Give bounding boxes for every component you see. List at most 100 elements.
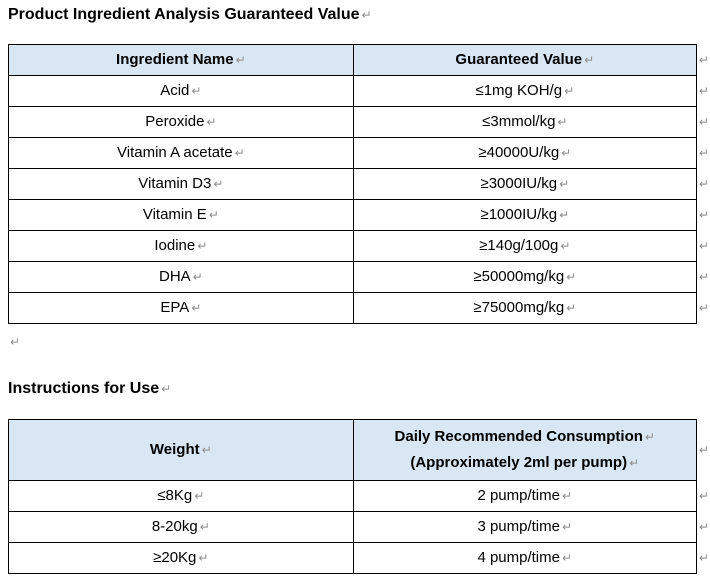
guaranteed-value-cell[interactable]: ≤1mg KOH/g ↵ [352, 75, 697, 107]
header-text: Guaranteed Value [455, 51, 583, 68]
end-of-cell-mark: ↵ [234, 146, 245, 160]
ingredient-name-cell[interactable]: Peroxide ↵ [8, 106, 354, 138]
end-of-row-mark: ↵ [698, 208, 709, 222]
guaranteed-value-cell[interactable]: ≥3000IU/kg ↵ [352, 168, 697, 200]
ingredient-name-cell[interactable]: Vitamin D3 ↵ [8, 168, 354, 200]
end-of-row-mark: ↵ [698, 443, 709, 457]
end-of-row-mark: ↵ [698, 84, 709, 98]
end-of-cell-mark: ↵ [208, 208, 219, 222]
cell-text: ≥20Kg [153, 549, 197, 566]
guaranteed-value-cell[interactable]: ≥140g/100g ↵ [352, 230, 697, 262]
cell-text: ≥75000mg/kg [473, 299, 565, 316]
table-row: Vitamin A acetate ↵ ≥40000U/kg ↵ ↵ [8, 137, 710, 169]
header-text: Ingredient Name [116, 51, 234, 68]
cell-text: ≥40000U/kg [478, 144, 560, 161]
cell-text: 8-20kg [151, 518, 198, 535]
end-of-cell-mark: ↵ [235, 53, 246, 67]
line-break-mark: ↵ [644, 430, 655, 444]
cell-text: EPA [160, 299, 190, 316]
cell-text: Vitamin D3 [138, 175, 212, 192]
empty-paragraph[interactable]: ↵ [8, 332, 710, 352]
table-row: ≥20Kg ↵ 4 pump/time ↵ ↵ [8, 542, 710, 574]
cell-text: ≤1mg KOH/g [475, 82, 563, 99]
ingredient-name-header-cell[interactable]: Ingredient Name ↵ [8, 44, 354, 76]
header-text-line2: (Approximately 2ml per pump) [410, 454, 628, 471]
weight-header-cell[interactable]: Weight ↵ [8, 419, 354, 481]
end-of-row-mark: ↵ [698, 146, 709, 160]
ingredient-name-cell[interactable]: DHA ↵ [8, 261, 354, 293]
guaranteed-value-cell[interactable]: ≥40000U/kg ↵ [352, 137, 697, 169]
page-title[interactable]: Product Ingredient Analysis Guaranteed V… [8, 5, 710, 25]
guaranteed-value-cell[interactable]: ≥75000mg/kg ↵ [352, 292, 697, 324]
end-of-cell-mark: ↵ [629, 456, 640, 470]
end-of-row-mark: ↵ [698, 520, 709, 534]
end-of-cell-mark: ↵ [197, 239, 208, 253]
cell-text: 3 pump/time [477, 518, 560, 535]
paragraph-mark: ↵ [361, 8, 372, 22]
end-of-row-mark: ↵ [698, 270, 709, 284]
cell-text: Acid [160, 82, 190, 99]
end-of-cell-mark: ↵ [199, 520, 210, 534]
cell-text: ≤3mmol/kg [482, 113, 556, 130]
cell-text: DHA [158, 268, 191, 285]
end-of-cell-mark: ↵ [213, 177, 224, 191]
table-row: 8-20kg ↵ 3 pump/time ↵ ↵ [8, 511, 710, 543]
header-text-line1: Daily Recommended Consumption [394, 428, 643, 445]
cell-text: Vitamin E [142, 206, 207, 223]
consumption-cell[interactable]: 3 pump/time ↵ [352, 511, 697, 543]
table-row: Vitamin D3 ↵ ≥3000IU/kg ↵ ↵ [8, 168, 710, 200]
weight-cell[interactable]: ≤8Kg ↵ [8, 480, 354, 512]
ingredient-table: Ingredient Name ↵ Guaranteed Value ↵ ↵ Aci… [8, 44, 710, 324]
cell-text: Vitamin A acetate [117, 144, 233, 161]
section-title-text: Instructions for Use [8, 380, 160, 397]
header-text: Weight [149, 441, 200, 458]
end-of-cell-mark: ↵ [194, 489, 205, 503]
end-of-row-mark: ↵ [698, 551, 709, 565]
guaranteed-value-cell[interactable]: ≤3mmol/kg ↵ [352, 106, 697, 138]
ingredient-name-cell[interactable]: EPA ↵ [8, 292, 354, 324]
ingredient-name-cell[interactable]: Vitamin A acetate ↵ [8, 137, 354, 169]
end-of-cell-mark: ↵ [560, 239, 571, 253]
cell-text: Iodine [154, 237, 196, 254]
end-of-cell-mark: ↵ [206, 115, 217, 129]
table-row: EPA ↵ ≥75000mg/kg ↵ ↵ [8, 292, 710, 324]
weight-cell[interactable]: 8-20kg ↵ [8, 511, 354, 543]
ingredient-name-cell[interactable]: Iodine ↵ [8, 230, 354, 262]
end-of-cell-mark: ↵ [201, 443, 212, 457]
guaranteed-value-cell[interactable]: ≥1000IU/kg ↵ [352, 199, 697, 231]
guaranteed-value-cell[interactable]: ≥50000mg/kg ↵ [352, 261, 697, 293]
end-of-cell-mark: ↵ [198, 551, 209, 565]
cell-text: Peroxide [145, 113, 205, 130]
end-of-row-mark: ↵ [698, 53, 709, 67]
ingredient-name-cell[interactable]: Vitamin E ↵ [8, 199, 354, 231]
cell-text: ≥1000IU/kg [480, 206, 558, 223]
weight-cell[interactable]: ≥20Kg ↵ [8, 542, 354, 574]
consumption-cell[interactable]: 2 pump/time ↵ [352, 480, 697, 512]
end-of-cell-mark: ↵ [557, 115, 568, 129]
end-of-cell-mark: ↵ [559, 208, 570, 222]
end-of-cell-mark: ↵ [561, 551, 573, 565]
table-row: Peroxide ↵ ≤3mmol/kg ↵ ↵ [8, 106, 710, 138]
table-row: Vitamin E ↵ ≥1000IU/kg ↵ ↵ [8, 199, 710, 231]
guaranteed-value-header-cell[interactable]: Guaranteed Value ↵ [352, 44, 697, 76]
end-of-cell-mark: ↵ [559, 177, 570, 191]
daily-consumption-header-cell[interactable]: Daily Recommended Consumption ↵ (Approxima… [352, 419, 697, 481]
end-of-row-mark: ↵ [698, 301, 709, 315]
ingredient-name-cell[interactable]: Acid ↵ [8, 75, 354, 107]
paragraph-mark: ↵ [10, 335, 21, 349]
end-of-row-mark: ↵ [698, 239, 709, 253]
section-title-instructions[interactable]: Instructions for Use ↵ [8, 379, 710, 399]
table-row: DHA ↵ ≥50000mg/kg ↵ ↵ [8, 261, 710, 293]
end-of-cell-mark: ↵ [561, 489, 573, 503]
usage-table: Weight ↵ Daily Recommended Consumption ↵ (A… [8, 419, 710, 574]
cell-text: ≥3000IU/kg [480, 175, 558, 192]
end-of-row-mark: ↵ [698, 115, 709, 129]
end-of-cell-mark: ↵ [191, 301, 202, 315]
end-of-cell-mark: ↵ [564, 84, 575, 98]
consumption-cell[interactable]: 4 pump/time ↵ [352, 542, 697, 574]
cell-text: ≤8Kg [157, 487, 193, 504]
end-of-cell-mark: ↵ [561, 146, 572, 160]
end-of-cell-mark: ↵ [566, 270, 577, 284]
end-of-cell-mark: ↵ [561, 520, 573, 534]
end-of-cell-mark: ↵ [584, 53, 595, 67]
